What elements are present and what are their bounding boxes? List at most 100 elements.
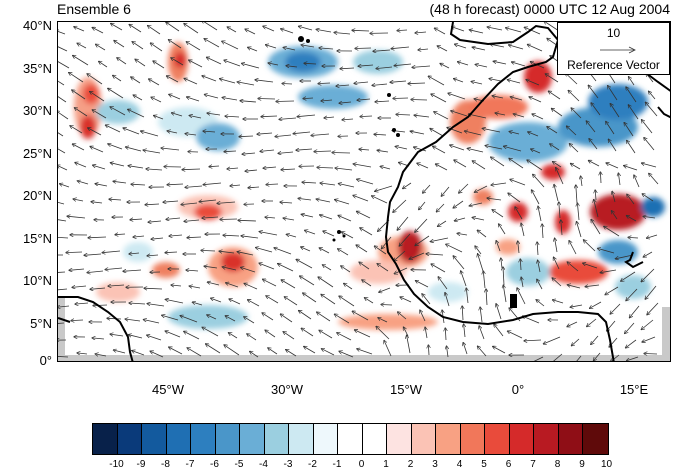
wind-vector: [374, 134, 387, 135]
wind-vector: [588, 161, 600, 167]
wind-vector: [165, 299, 184, 304]
wind-vector: [550, 144, 560, 151]
wind-vector: [372, 84, 388, 85]
wind-vector: [468, 114, 487, 119]
wind-vector: [415, 235, 430, 246]
wind-vector: [323, 231, 335, 237]
wind-vector: [58, 219, 67, 222]
wind-vector: [338, 249, 349, 256]
wind-vector: [553, 353, 563, 361]
wind-vector: [268, 348, 278, 355]
wind-vector: [123, 270, 142, 271]
wind-vector: [422, 294, 431, 305]
wind-vector: [459, 183, 469, 193]
wind-vector: [265, 217, 276, 218]
wind-vector: [517, 288, 526, 305]
wind-vector: [301, 247, 311, 252]
colorbar-swatch: [436, 424, 461, 454]
wind-vector: [74, 27, 85, 32]
missing-data-right: [662, 307, 670, 361]
wind-vector: [510, 97, 523, 101]
wind-vector: [400, 297, 412, 303]
wind-vector: [266, 45, 277, 49]
wind-vector: [503, 267, 504, 286]
wind-vector: [359, 149, 370, 150]
wind-vector: [568, 91, 580, 102]
wind-vector: [372, 196, 388, 204]
colorbar-tick-label: -6: [210, 459, 219, 470]
wind-vector: [457, 233, 468, 235]
wind-vector: [286, 234, 297, 238]
wind-vector: [453, 200, 464, 208]
wind-vector: [248, 187, 260, 188]
wind-vector: [515, 207, 523, 220]
wind-vector: [125, 319, 141, 321]
wind-vector: [90, 288, 106, 289]
wind-vector: [265, 330, 276, 338]
wind-vector: [625, 322, 635, 334]
lat-label-25n: 25°N: [22, 146, 52, 161]
wind-vector: [482, 128, 501, 133]
wind-vector: [643, 216, 656, 218]
wind-vector: [496, 241, 501, 252]
colorbar-tick-label: 3: [432, 459, 438, 470]
wind-vector: [438, 220, 447, 226]
wind-vector: [380, 166, 391, 170]
wind-vector: [627, 356, 639, 361]
wind-vector: [373, 50, 391, 51]
wind-vector: [626, 216, 637, 222]
colorbar-tick-label: -3: [283, 459, 293, 470]
lon-label-30w: 30°W: [271, 382, 303, 397]
wind-vector: [115, 234, 126, 235]
wind-vector: [518, 241, 519, 254]
wind-vector: [411, 100, 428, 101]
wind-vector: [223, 235, 240, 236]
wind-vector: [394, 267, 408, 274]
wind-vector: [463, 343, 468, 355]
wind-vector: [276, 101, 295, 102]
wind-vector: [161, 148, 180, 151]
wind-vector: [87, 271, 104, 273]
wind-vector: [226, 283, 239, 288]
wind-vector: [375, 101, 390, 102]
wind-vector: [203, 131, 216, 132]
wind-vector: [58, 80, 65, 86]
wind-vector: [202, 76, 217, 82]
wind-vector: [266, 296, 279, 304]
forecast-time: (48 h forecast) 0000 UTC 12 Aug 2004: [429, 1, 670, 17]
wind-vector: [202, 22, 218, 31]
wind-vector: [77, 181, 89, 185]
wind-vector: [263, 26, 275, 32]
colorbar-swatch: [191, 424, 216, 454]
wind-vector: [199, 200, 217, 202]
wind-vector: [182, 169, 201, 170]
wind-vector: [433, 146, 446, 154]
wind-vector: [147, 335, 162, 341]
wind-vector: [95, 354, 107, 356]
wind-vector: [225, 316, 236, 322]
wind-vector: [352, 30, 370, 31]
wind-vector: [419, 201, 426, 210]
wind-vector: [335, 168, 353, 171]
wind-vector: [144, 288, 163, 289]
wind-vector: [527, 160, 543, 171]
wind-vector: [339, 102, 352, 103]
wind-vector: [147, 255, 159, 256]
wind-vector: [354, 82, 369, 83]
wind-vector: [219, 251, 235, 253]
wind-vector: [594, 200, 599, 218]
wind-vector: [96, 44, 106, 51]
wind-vector: [117, 58, 127, 65]
colorbar-tick-label: -10: [109, 459, 124, 470]
wind-vector: [150, 351, 164, 358]
wind-vector: [510, 179, 526, 186]
wind-vector: [113, 350, 126, 354]
wind-vector: [376, 67, 393, 69]
wind-vector: [146, 169, 163, 170]
wind-vector: [263, 167, 277, 168]
lat-label-35n: 35°N: [22, 61, 52, 76]
wind-vector: [478, 254, 484, 272]
wind-vector: [431, 94, 447, 103]
wind-vector: [612, 191, 616, 203]
wind-vector: [259, 263, 275, 270]
